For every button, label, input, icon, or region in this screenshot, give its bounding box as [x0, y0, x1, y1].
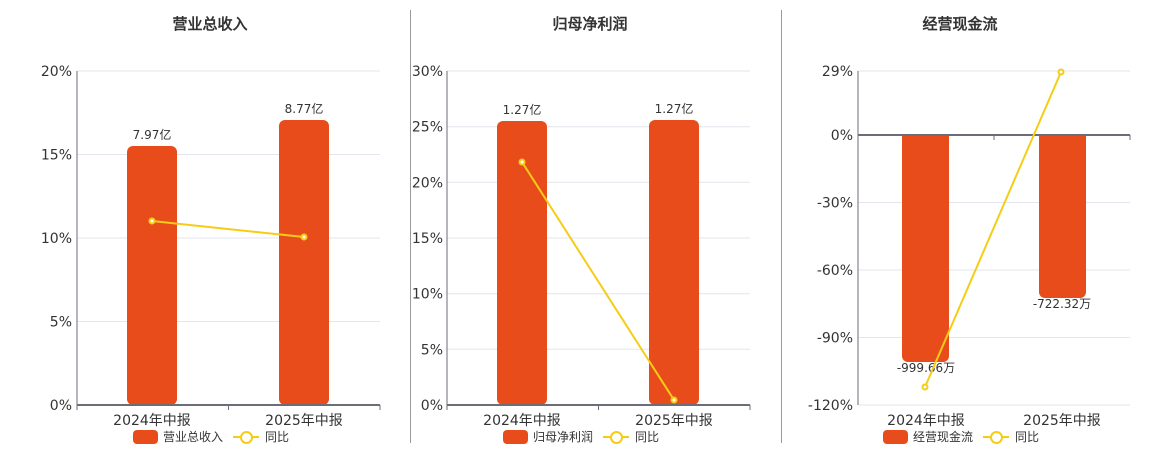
bar-2024[interactable]: [902, 135, 949, 362]
legend: 营业总收入 同比: [133, 428, 289, 445]
y-tick-label: -90%: [817, 331, 853, 347]
chart-panel-revenue: 营业总收入 20% 15% 10% 5% 0% 2024年中报 2025年中报 …: [0, 0, 410, 450]
legend: 归母净利润 同比: [503, 428, 659, 445]
y-tick-label: -30%: [817, 196, 853, 212]
yoy-line: [521, 161, 675, 401]
legend-bar-swatch[interactable]: [883, 429, 908, 444]
gridlines: [77, 70, 380, 322]
x-category-label: 2024年中报: [113, 413, 191, 429]
legend-bar-swatch[interactable]: [133, 429, 158, 444]
y-tick-label: 15%: [41, 148, 72, 164]
yoy-line: [924, 71, 1062, 388]
panel-divider: [781, 10, 782, 443]
chart-title: 归母净利润: [552, 15, 628, 33]
x-category-label: 2024年中报: [887, 413, 965, 429]
legend-line-label[interactable]: 同比: [1015, 430, 1040, 444]
gridlines: [447, 70, 750, 350]
x-category-label: 2025年中报: [635, 413, 713, 429]
bar-2025[interactable]: [1039, 135, 1086, 298]
yoy-point[interactable]: [148, 217, 156, 225]
x-category-label: 2025年中报: [265, 413, 343, 429]
bar-value-label: -722.32万: [1033, 297, 1091, 311]
bar-value-label: 7.97亿: [133, 127, 172, 142]
chart-title: 经营现金流: [922, 15, 998, 33]
legend-line-icon[interactable]: [233, 430, 260, 444]
yoy-point[interactable]: [921, 383, 929, 391]
y-tick-label: 0%: [831, 128, 853, 144]
legend-line-icon[interactable]: [603, 430, 630, 444]
chart-plot-operating-cashflow: 29% 0% -30% -60% -90% -120% 2024年中报 2025…: [808, 64, 1131, 429]
legend-bar-label[interactable]: 营业总收入: [163, 430, 224, 444]
yoy-point[interactable]: [518, 158, 526, 166]
y-tick-label: 0%: [50, 398, 72, 414]
chart-panel-net-profit: 归母净利润 30% 25% 20% 15% 10% 5% 0% 2024年中报 …: [400, 0, 780, 450]
y-tick-label: 25%: [412, 120, 443, 136]
yoy-point[interactable]: [670, 396, 678, 404]
bar-2025[interactable]: [649, 120, 699, 405]
y-tick-label: 10%: [412, 287, 443, 303]
y-tick-label: 10%: [41, 231, 72, 247]
y-tick-label: 0%: [421, 398, 443, 414]
y-tick-label: 5%: [421, 342, 443, 358]
panel-divider: [410, 10, 411, 443]
bar-value-label: -999.66万: [897, 361, 955, 375]
bar-2024[interactable]: [497, 121, 547, 405]
bar-value-label: 1.27亿: [655, 101, 694, 116]
legend-bar-label[interactable]: 经营现金流: [913, 430, 974, 444]
y-tick-label: -120%: [808, 398, 853, 414]
y-tick-label: 20%: [41, 64, 72, 80]
bar-2025[interactable]: [279, 120, 329, 405]
chart-panel-operating-cashflow: 经营现金流 29% 0% -30% -60% -90% -120% 2024年中…: [780, 0, 1160, 450]
yoy-point[interactable]: [300, 233, 308, 241]
legend-bar-swatch[interactable]: [503, 429, 528, 444]
x-category-label: 2024年中报: [483, 413, 561, 429]
legend-line-icon[interactable]: [983, 430, 1010, 444]
legend-line-label[interactable]: 同比: [265, 430, 290, 444]
y-tick-label: 29%: [822, 64, 853, 80]
legend-line-label[interactable]: 同比: [635, 430, 660, 444]
chart-plot-net-profit: 30% 25% 20% 15% 10% 5% 0% 2024年中报 2025年中…: [412, 64, 751, 429]
y-tick-label: 5%: [50, 315, 72, 331]
bar-value-label: 8.77亿: [285, 101, 324, 116]
legend: 经营现金流 同比: [883, 428, 1039, 445]
yoy-line: [151, 220, 305, 238]
y-tick-label: 30%: [412, 64, 443, 80]
gridlines: [858, 70, 1130, 406]
y-tick-label: -60%: [817, 263, 853, 279]
y-tick-label: 15%: [412, 231, 443, 247]
x-category-label: 2025年中报: [1023, 413, 1101, 429]
bar-value-label: 1.27亿: [503, 102, 542, 117]
y-tick-label: 20%: [412, 175, 443, 191]
chart-plot-revenue: 20% 15% 10% 5% 0% 2024年中报 2025年中报 7.97亿 …: [41, 64, 381, 429]
legend-bar-label[interactable]: 归母净利润: [533, 430, 594, 444]
yoy-point[interactable]: [1057, 68, 1065, 76]
chart-title: 营业总收入: [172, 15, 248, 33]
bar-2024[interactable]: [127, 146, 177, 405]
